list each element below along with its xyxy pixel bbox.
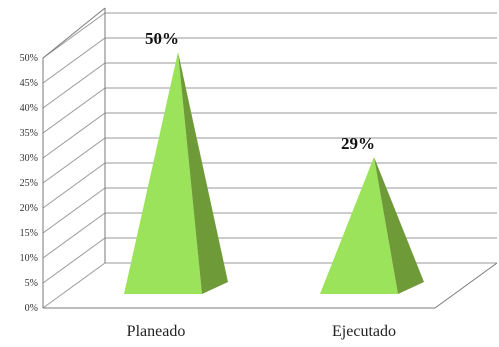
- gridline: [42, 162, 497, 209]
- gridline: [42, 37, 497, 84]
- gridline: [42, 187, 497, 234]
- data-label: 29%: [341, 134, 375, 153]
- y-tick-label: 0%: [25, 303, 38, 314]
- y-axis-tick-labels: 0% 5% 10% 15% 20% 25% 30% 35% 40% 45% 50%: [20, 53, 38, 314]
- pyramid-side-face: [374, 157, 424, 294]
- data-labels: 50% 29%: [145, 29, 375, 153]
- axis-line: [42, 7, 106, 59]
- category-label: Ejecutado: [332, 323, 396, 340]
- axes: [42, 7, 498, 309]
- gridline: [42, 212, 497, 259]
- y-tick-label: 50%: [20, 53, 38, 64]
- y-tick-label: 20%: [20, 203, 38, 214]
- y-tick-label: 10%: [20, 253, 38, 264]
- gridline: [42, 237, 497, 284]
- pyramid-marks: [124, 52, 424, 294]
- gridline: [42, 87, 497, 134]
- gridline: [42, 112, 497, 159]
- pyramid-front-face: [320, 157, 398, 294]
- gridline: [42, 62, 497, 109]
- gridline: [42, 12, 497, 59]
- y-tick-label: 35%: [20, 128, 38, 139]
- y-tick-label: 45%: [20, 78, 38, 89]
- axis-line: [434, 262, 498, 309]
- y-tick-label: 40%: [20, 103, 38, 114]
- pyramid-side-face: [178, 52, 228, 294]
- y-tick-label: 25%: [20, 178, 38, 189]
- gridline: [42, 262, 497, 309]
- pyramid-front-face: [124, 52, 202, 294]
- y-tick-label: 5%: [25, 278, 38, 289]
- y-tick-label: 15%: [20, 228, 38, 239]
- data-label: 50%: [145, 29, 179, 48]
- y-tick-label: 30%: [20, 153, 38, 164]
- category-labels: Planeado Ejecutado: [127, 323, 396, 340]
- gridline: [42, 137, 497, 184]
- category-label: Planeado: [127, 323, 186, 340]
- gridlines: [42, 12, 497, 309]
